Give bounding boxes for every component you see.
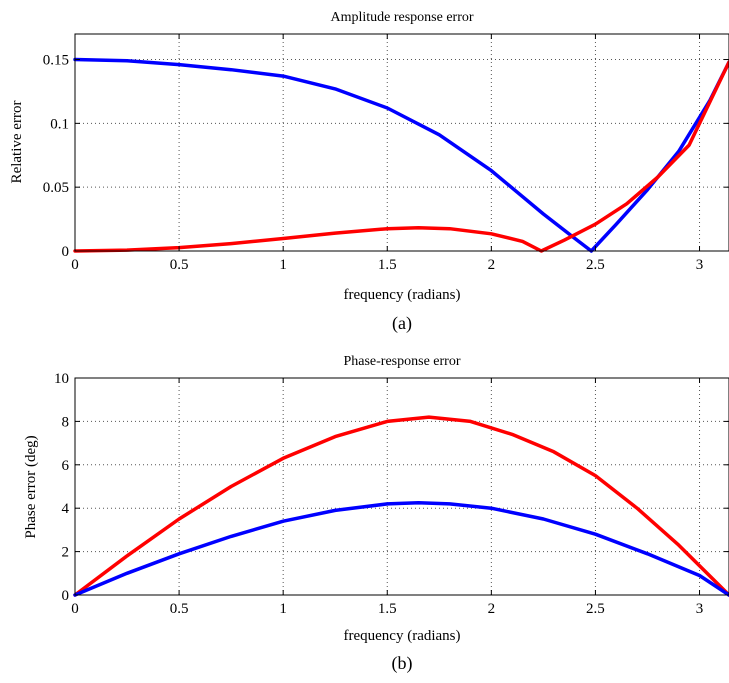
x-tick-label: 0 xyxy=(71,257,79,273)
plot-frame xyxy=(74,33,729,252)
x-tick-label: 2 xyxy=(488,601,496,617)
y-tick-label: 8 xyxy=(62,414,70,430)
x-axis-label: frequency (radians) xyxy=(343,287,460,303)
y-tick-label: 2 xyxy=(62,545,70,561)
phase-error-panel: Phase-response error 0 0.5 1 1.5 2 2.5 3 0 2 4 6 8… xyxy=(23,354,729,674)
chart-title: Amplitude response error xyxy=(330,10,473,25)
y-tick-label: 0 xyxy=(62,244,70,260)
series-line-1 xyxy=(73,57,729,253)
x-tick-label: 1.5 xyxy=(378,257,397,273)
y-axis-label: Phase error (deg) xyxy=(23,435,39,538)
x-tick-label: 0 xyxy=(71,601,79,617)
series-line-1 xyxy=(73,415,729,597)
amplitude-error-panel: Amplitude response error 0 0.5 1 1.5 2 2.5 3 0… xyxy=(9,10,729,334)
y-tick-label: 0.1 xyxy=(50,116,69,132)
x-tick-label: 0.5 xyxy=(170,257,189,273)
x-tick-label: 0.5 xyxy=(170,601,189,617)
series-line-2 xyxy=(73,60,729,253)
y-tick-label: 0.15 xyxy=(43,53,69,69)
x-tick-label: 1 xyxy=(279,257,287,273)
chart-title: Phase-response error xyxy=(343,354,460,369)
series-line-2 xyxy=(73,501,729,597)
panel-caption: (a) xyxy=(392,313,412,334)
x-tick-label: 3 xyxy=(696,601,704,617)
y-axis-label: Relative error xyxy=(9,101,25,184)
x-axis-label: frequency (radians) xyxy=(343,628,460,644)
x-tick-label: 1.5 xyxy=(378,601,397,617)
x-tick-label: 2.5 xyxy=(586,601,605,617)
x-tick-label: 3 xyxy=(696,257,704,273)
panel-caption: (b) xyxy=(392,653,413,674)
y-tick-label: 0 xyxy=(62,588,70,604)
x-tick-label: 1 xyxy=(279,601,287,617)
x-tick-label: 2.5 xyxy=(586,257,605,273)
y-tick-label: 0.05 xyxy=(43,180,69,196)
y-tick-label: 6 xyxy=(62,458,70,474)
y-tick-label: 4 xyxy=(62,501,70,517)
y-tick-label: 10 xyxy=(54,371,69,387)
x-tick-label: 2 xyxy=(488,257,496,273)
plot-frame xyxy=(74,377,729,596)
